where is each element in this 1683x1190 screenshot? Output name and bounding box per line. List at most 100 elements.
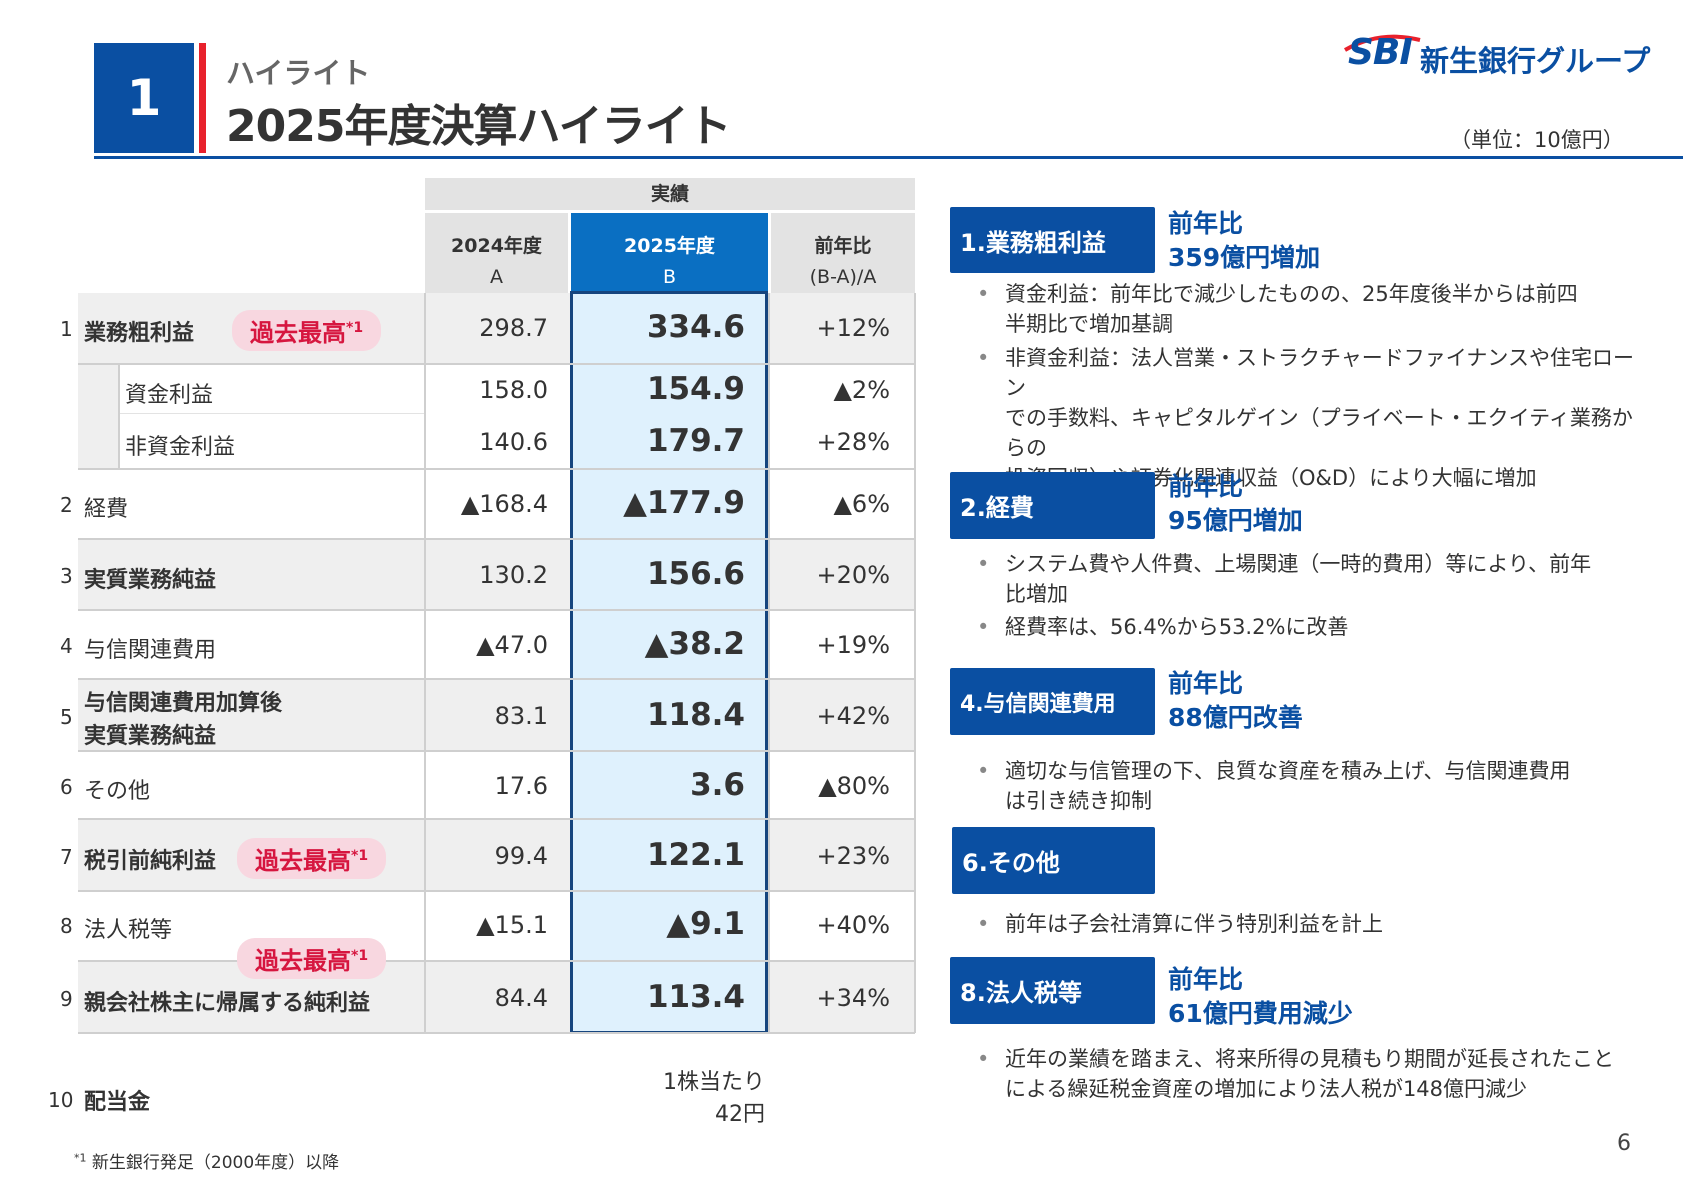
col-2025-highlight [570,293,768,1034]
col-header-ratio-title: 前年比 [814,235,872,257]
value-2025: 154.9 [646,371,745,407]
row-number: 8 [60,914,73,938]
row-number: 10 [48,1088,74,1112]
value-2024: ▲168.4 [460,490,548,518]
bullet-line: による繰延税金資産の増加により法人税が148億円減少 [1005,1077,1528,1101]
col-divider [914,293,916,1033]
row-divider [78,818,915,820]
col-header-ratio: 前年比 (B-A)/A [771,213,915,293]
row-label: 経費 [84,497,129,522]
sub-row-divider [118,413,425,414]
highlight-box-gross-profit: 1.業務粗利益 [950,207,1155,273]
highlight-box-expenses: 2.経費 [950,472,1155,539]
value-2025: ▲38.2 [644,626,745,662]
highlight-heading: 前年比 61億円費用減少 [1168,963,1353,1031]
row-divider [78,890,915,892]
row-number: 3 [60,564,73,588]
value-2024: ▲15.1 [476,911,548,939]
value-2025: 122.1 [646,837,745,873]
row-divider [78,960,915,962]
row-number: 4 [60,634,73,658]
col-header-2024: 2024年度 A [425,213,568,293]
highlight-heading-line1: 前年比 [1168,209,1244,238]
bullet-dot-icon: • [977,552,990,576]
col-divider [768,293,770,1033]
value-yoy: +19% [816,631,890,659]
col-header-2025-year: 2025年度 [624,235,715,257]
row-label: 法人税等 [84,918,173,943]
header-divider [94,156,1683,159]
row-bg [78,540,425,609]
record-high-badge-note: *1 [351,848,369,864]
highlight-box-other: 6.その他 [952,827,1155,894]
row-divider [78,468,915,470]
col-header-2025: 2025年度 B [571,213,768,293]
row-divider [78,750,915,752]
table-row: 9 親会社株主に帰属する純利益 84.4 113.4 +34% [0,962,915,1032]
row-number: 9 [60,987,73,1011]
highlight-box-taxes: 8.法人税等 [950,957,1155,1024]
logo-sbi: SBI [1348,32,1413,73]
footnote-text: 新生銀行発足（2000年度）以降 [91,1153,340,1173]
table-row: 4 与信関連費用 ▲47.0 ▲38.2 +19% [0,611,915,678]
row-divider [78,678,915,680]
bullet-dot-icon: • [977,346,990,370]
bullet-line: 適切な与信管理の下、良質な資産を積み上げ、与信関連費用 [1005,759,1571,783]
logo-swoosh-icon [1344,34,1421,52]
row-bg [425,962,570,1032]
row-divider [78,538,915,540]
row-bg [425,540,570,609]
value-yoy: +28% [816,428,890,456]
value-2025: ▲177.9 [623,485,745,521]
bullet-item: • 適切な与信管理の下、良質な資産を積み上げ、与信関連費用 は引き続き抑制 [977,756,1645,816]
value-2024: ▲47.0 [476,631,548,659]
bullet-line: 半期比で増加基調 [1005,312,1173,336]
row-number: 2 [60,493,73,517]
bullet-line: システム費や人件費、上場関連（一時的費用）等により、前年 [1005,552,1592,576]
value-2025: 179.7 [646,423,745,459]
value-yoy: ▲6% [833,490,890,518]
highlight-heading-line1: 前年比 [1168,965,1244,994]
footnote-mark: *1 [74,1151,87,1165]
row-divider [78,1032,915,1034]
record-high-badge: 過去最高*1 [232,310,382,351]
row-label: 業務粗利益 [84,321,195,346]
bullet-line: での手数料、キャピタルゲイン（プライベート・エクイティ業務からの [1005,406,1633,460]
group-header: 実績 [425,178,915,210]
record-high-badge-text: 過去最高 [250,319,346,347]
value-2024: 130.2 [479,561,548,589]
table-row: 非資金利益 140.6 179.7 +28% [0,417,915,467]
row-bg [425,293,570,363]
record-high-badge: 過去最高*1 [237,838,387,879]
bullet-line: 近年の業績を踏まえ、将来所得の見積もり期間が延長されたこと [1005,1047,1614,1071]
bullet-dot-icon: • [977,282,990,306]
bullet-item: • 非資金利益：法人営業・ストラクチャードファイナンスや住宅ローン での手数料、… [977,343,1645,493]
row-bg [768,680,915,750]
row-label: 親会社株主に帰属する純利益 [84,991,371,1016]
logo-text: 新生銀行グループ [1420,44,1651,78]
value-yoy: +40% [816,911,890,939]
row-number: 7 [60,845,73,869]
row-label: その他 [84,779,151,804]
value-2024: 298.7 [479,314,548,342]
bullet-item: • 前年は子会社清算に伴う特別利益を計上 [977,909,1645,939]
bullet-item: • システム費や人件費、上場関連（一時的費用）等により、前年 比増加 [977,549,1645,609]
row-bg [78,680,425,750]
dividend-value: 42円 [715,1102,765,1127]
row-label: 与信関連費用 [84,638,217,663]
row-bg [768,293,915,363]
bullet-line: 前年は子会社清算に伴う特別利益を計上 [1005,912,1383,936]
table-row: 7 税引前純利益 過去最高*1 99.4 122.1 +23% [0,820,915,890]
value-2025: 156.6 [646,556,745,592]
table-row: 5 与信関連費用加算後 実質業務純益 83.1 118.4 +42% [0,680,915,750]
row-label-line2: 実質業務純益 [84,724,217,749]
bullet-dot-icon: • [977,759,990,783]
highlight-heading-line2: 359億円増加 [1168,243,1321,272]
highlight-heading: 前年比 359億円増加 [1168,207,1320,275]
value-2025: 113.4 [646,979,745,1015]
value-2025: 3.6 [690,767,745,803]
bullet-item: • 資金利益：前年比で減少したものの、25年度後半からは前四 半期比で増加基調 [977,279,1625,339]
row-bg [768,540,915,609]
bullet-line: は引き続き抑制 [1005,789,1152,813]
highlight-heading-line2: 61億円費用減少 [1168,999,1353,1028]
